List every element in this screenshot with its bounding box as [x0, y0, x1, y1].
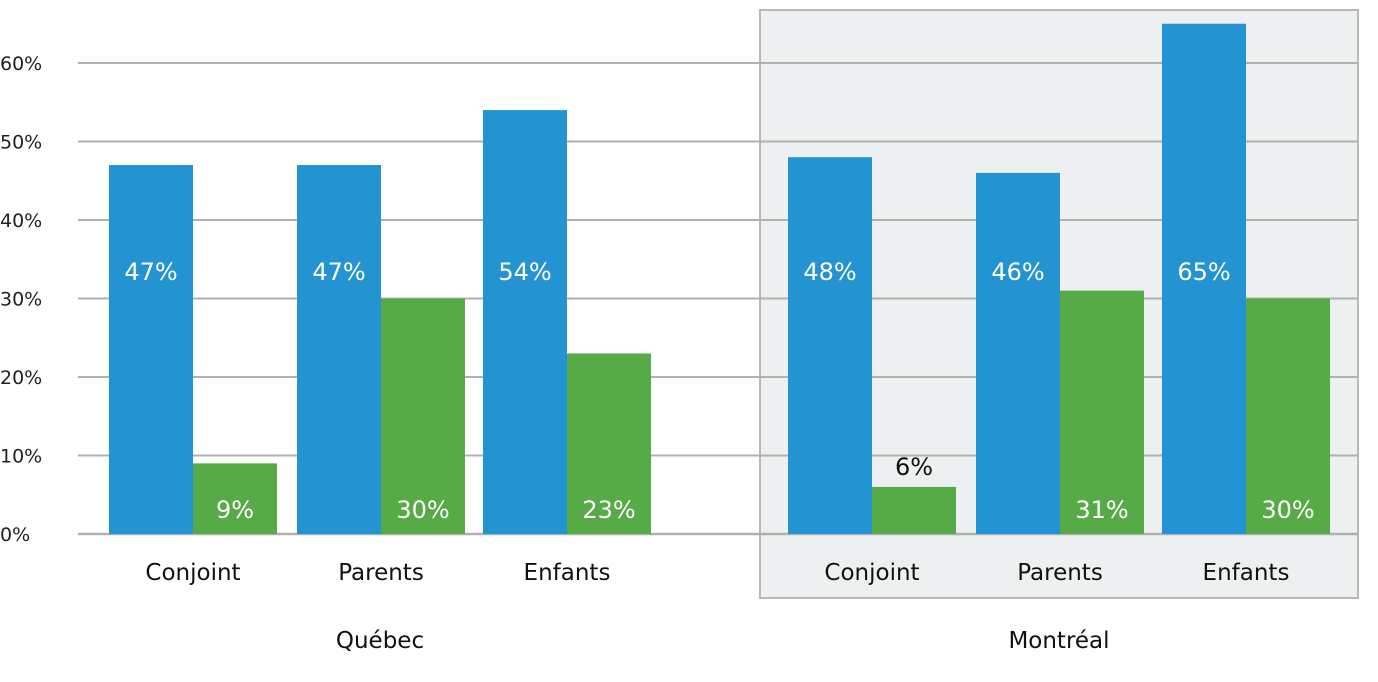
category-label: Conjoint [824, 560, 919, 586]
bar-value-label: 47% [124, 258, 177, 286]
category-label: Conjoint [145, 560, 240, 586]
bar-blue [976, 172, 1060, 534]
bar-value-label: 47% [312, 258, 365, 286]
category-label: Parents [338, 560, 424, 586]
bar-value-label: 46% [991, 258, 1044, 286]
group-label: Montréal [1008, 628, 1109, 654]
bar-blue [109, 165, 193, 535]
category-label: Parents [1017, 560, 1103, 586]
bar-value-label: 9% [216, 496, 254, 524]
bar-green [1060, 290, 1144, 534]
y-tick-label: 60% [0, 53, 42, 75]
y-tick-label: 50% [0, 132, 42, 154]
y-tick-label: 10% [0, 446, 42, 468]
bar-blue [788, 157, 872, 534]
bar-value-label: 6% [895, 453, 933, 481]
bar-value-label: 31% [1075, 496, 1128, 524]
bar-blue [483, 110, 567, 534]
bar-value-label: 65% [1177, 258, 1230, 286]
bar-value-label: 23% [582, 496, 635, 524]
group-label: Québec [336, 628, 424, 654]
bar-value-label: 30% [1261, 496, 1314, 524]
bar-green [193, 463, 277, 534]
bar-blue [1162, 23, 1246, 534]
y-tick-label: 0% [0, 524, 30, 546]
bar-green [381, 298, 465, 534]
bar-green [1246, 298, 1330, 534]
bar-value-label: 54% [498, 258, 551, 286]
y-tick-label: 40% [0, 210, 42, 232]
y-tick-label: 20% [0, 367, 42, 389]
bar-blue [297, 165, 381, 535]
bar-value-label: 48% [803, 258, 856, 286]
bar-value-label: 30% [396, 496, 449, 524]
category-label: Enfants [524, 560, 611, 586]
y-tick-label: 30% [0, 289, 42, 311]
category-label: Enfants [1203, 560, 1290, 586]
bar-green [567, 353, 651, 534]
bar-green [872, 486, 956, 534]
